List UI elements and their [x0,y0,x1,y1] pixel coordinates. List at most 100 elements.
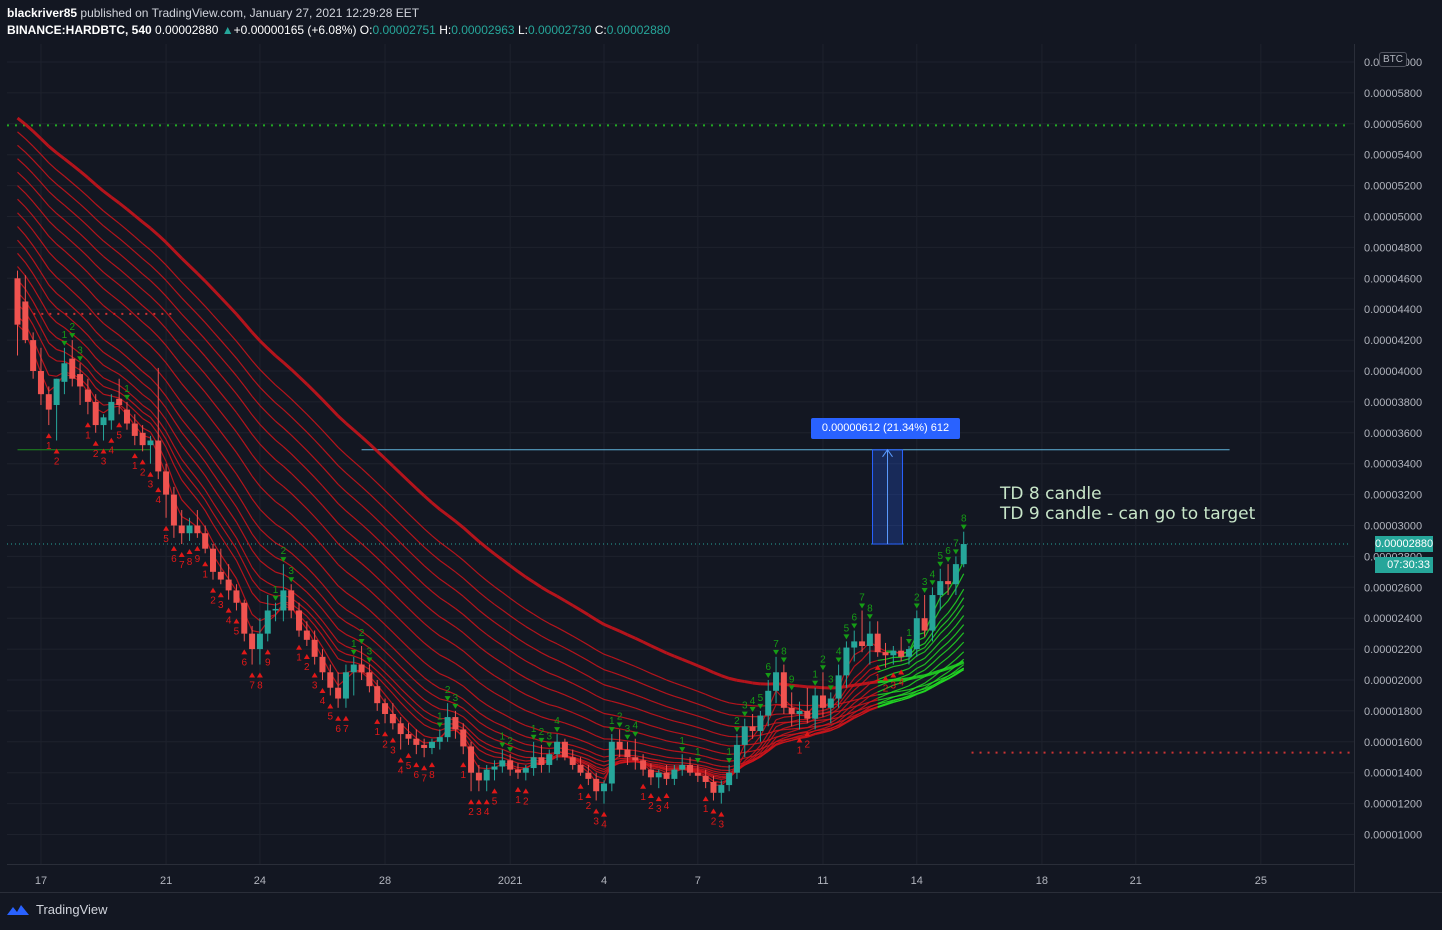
ma-line-segment [885,701,894,706]
td-down-count: 1 [703,804,709,815]
ma-line-segment [853,690,863,698]
candles[interactable] [14,270,967,804]
ma-line-segment [916,690,925,695]
ma-line-segment [682,762,691,765]
ma-line-segment [814,721,824,725]
ma-line-segment [165,447,175,466]
td-up-count: 3 [625,724,631,735]
ma-line-segment [353,498,362,506]
ma-line-segment [502,696,511,703]
ma-line-segment [541,740,550,743]
ma-line-segment [658,715,667,720]
ma-line-segment [87,347,97,359]
ma-line-segment [384,684,394,695]
tradingview-logo-icon[interactable] [6,903,30,917]
ma-line-segment [329,513,339,524]
ma-line-segment [361,630,370,638]
ma-line-segment [549,688,558,693]
ma-line-segment [220,484,230,497]
ma-line-segment [243,564,253,581]
ma-line-segment [908,655,918,664]
ma-line-segment [142,258,151,266]
td-down-count: 2 [468,807,474,818]
ma-line-segment [509,684,519,691]
ma-line-segment [697,737,706,741]
ma-line-segment [682,710,691,715]
ma-line-segment [306,615,316,626]
ma-line-segment [212,331,222,341]
td-up-count: 1 [351,639,357,650]
ma-line-segment [235,492,245,506]
ma-line-segment [142,305,151,313]
ma-line-segment [95,264,104,273]
time-axis[interactable]: 17 21 24 28 2021 4 7 11 14 18 21 25 [35,875,1267,887]
ma-line-segment [885,696,894,700]
ma-line-segment [400,713,409,723]
ma-line-segment [509,650,519,657]
ma-line-segment [900,667,910,672]
ma-line-segment [752,742,761,745]
ma-line-segment [32,287,42,302]
ma-line-segment [619,728,628,731]
ma-line-segment [588,761,597,768]
ma-line-segment [87,385,97,400]
ma-line-segment [103,225,112,233]
ma-line-segment [95,331,104,340]
ma-line-segment [196,382,206,393]
td-down-marker [483,799,490,805]
ma-line-segment [361,523,370,532]
ma-line-segment [400,688,409,697]
ma-line-segment [376,616,386,626]
ma-line-segment [283,528,292,536]
ma-line-segment [126,356,136,365]
td-up-count: 1 [531,724,537,735]
ma-line-segment [603,623,613,630]
ma-line-segment [251,360,261,370]
ma-line-segment [314,496,323,506]
ma-line-segment [674,757,683,760]
ma-line-segment [415,576,425,586]
ma-line-segment [306,413,316,423]
currency-label[interactable]: BTC [1379,52,1407,67]
ma-line-segment [955,641,965,651]
td-up-count: 8 [867,603,873,614]
ma-line-segment [376,654,386,663]
price-axis[interactable]: 0.000010000.000012000.000014000.00001600… [1364,57,1422,842]
ma-line-segment [494,657,503,664]
td-up-count: 1 [812,670,818,681]
td-up-marker [358,639,365,645]
ma-line-segment [924,632,933,644]
ma-line-segment [658,727,667,731]
ma-line-segment [16,116,27,126]
publisher-name[interactable]: blackriver85 [7,6,78,20]
ma-line-segment [517,655,527,662]
ma-line-segment [408,569,417,578]
brand-name[interactable]: TradingView [36,902,108,917]
ma-line-segment [791,732,800,736]
ma-line-segment [134,363,144,373]
td-up-marker [272,595,279,601]
ma-line-segment [415,487,426,497]
ma-line-segment [384,457,394,468]
ma-line-segment [196,488,206,501]
ma-line-segment [783,730,792,735]
price-range-measure[interactable] [872,448,904,545]
ma-line-segment [353,597,362,605]
td-down-count: 4 [484,807,490,818]
ma-line-segment [509,667,519,674]
ma-line-segment [211,288,222,299]
annotation-text[interactable]: TD 8 candle TD 9 candle - can go to targ… [1000,484,1255,524]
ma-line-segment [259,601,268,605]
ma-line-segment [635,694,644,699]
td-down-count: 8 [257,681,263,692]
symbol-label[interactable]: BINANCE:HARDBTC, 540 [7,23,152,37]
ma-line-segment [87,360,97,372]
ma-line-segment [517,570,527,579]
ma-line-segment [713,775,722,779]
candle-body [405,734,412,739]
ma-line-segment [345,661,354,663]
ma-line-segment [760,739,769,744]
ma-line-segment [822,725,831,730]
ma-line-segment [783,734,792,739]
